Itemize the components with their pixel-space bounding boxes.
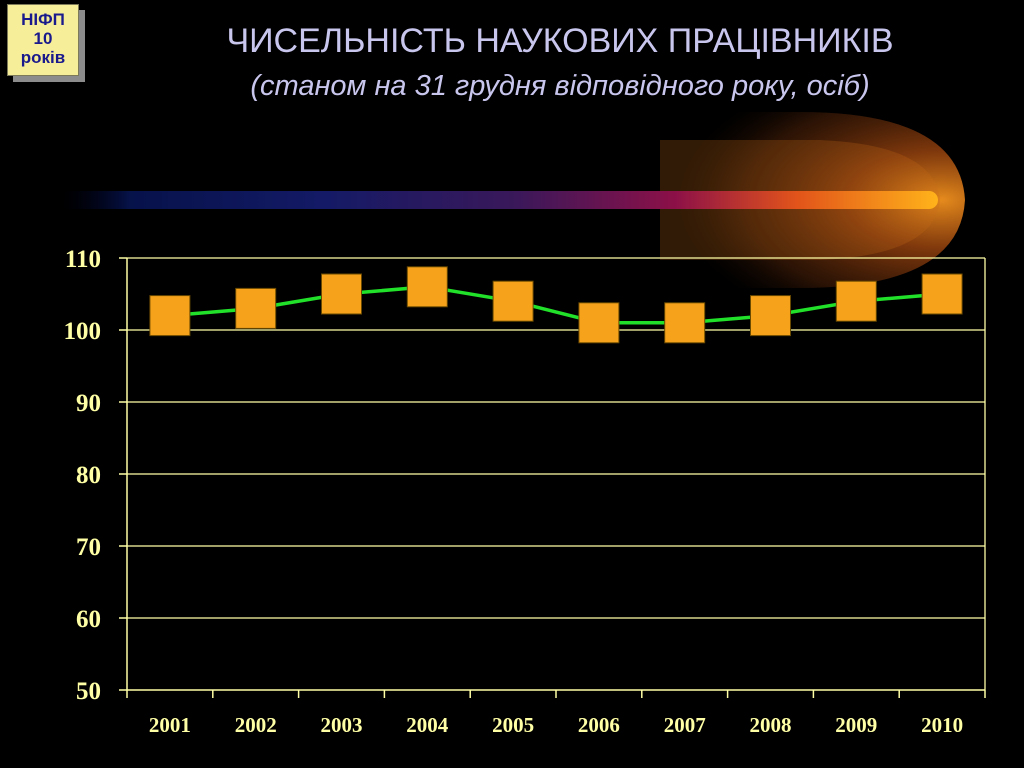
data-point-2001 xyxy=(149,295,191,337)
x-tick-label-2005: 2005 xyxy=(492,713,534,737)
gridlines xyxy=(127,257,985,619)
chart-subtitle: (станом на 31 грудня відповідного року, … xyxy=(250,70,870,102)
y-tick-label-50: 50 xyxy=(76,678,101,705)
y-tick-label-110: 110 xyxy=(65,246,101,273)
chart-title: ЧИСЕЛЬНІСТЬ НАУКОВИХ ПРАЦІВНИКІВ xyxy=(226,22,894,60)
data-point-2006 xyxy=(578,302,620,344)
series-line-0 xyxy=(169,285,943,325)
data-point-2007 xyxy=(664,302,706,344)
axes xyxy=(119,257,986,698)
data-point-2010 xyxy=(921,273,963,315)
y-tick-label-70: 70 xyxy=(76,534,101,561)
y-tick-label-80: 80 xyxy=(76,462,101,489)
y-tick-labels: 50 60 70 80 90 100 110 xyxy=(64,246,102,705)
data-point-2004 xyxy=(406,266,448,308)
x-tick-label-2002: 2002 xyxy=(235,713,277,737)
data-point-2008 xyxy=(750,295,791,337)
badge-line-3: років xyxy=(20,48,66,67)
y-tick-label-100: 100 xyxy=(64,318,102,345)
badge-line-1: НІФП xyxy=(21,10,65,29)
institute-badge: НІФП 10 років xyxy=(7,4,79,76)
x-tick-label-2010: 2010 xyxy=(921,713,963,737)
x-tick-label-2001: 2001 xyxy=(149,713,191,737)
x-tick-label-2007: 2007 xyxy=(664,713,706,737)
x-tick-label-2009: 2009 xyxy=(835,713,877,737)
data-point-2009 xyxy=(835,280,877,322)
data-point-2003 xyxy=(321,273,362,315)
x-tick-labels: 2001 2002 2003 2004 2005 2006 2007 2008 2009 2010 xyxy=(149,713,963,737)
y-tick-label-90: 90 xyxy=(76,390,101,417)
data-point-2005 xyxy=(492,280,534,322)
data-point-2002 xyxy=(235,287,277,329)
x-tick-label-2004: 2004 xyxy=(406,713,449,737)
x-tick-label-2006: 2006 xyxy=(578,713,620,737)
decorative-beam xyxy=(60,112,965,288)
x-tick-label-2008: 2008 xyxy=(750,713,792,737)
y-tick-label-60: 60 xyxy=(76,606,101,633)
x-tick-label-2003: 2003 xyxy=(321,713,363,737)
badge-line-2: 10 xyxy=(33,29,53,48)
data-markers xyxy=(149,266,963,344)
series-line xyxy=(169,285,943,325)
